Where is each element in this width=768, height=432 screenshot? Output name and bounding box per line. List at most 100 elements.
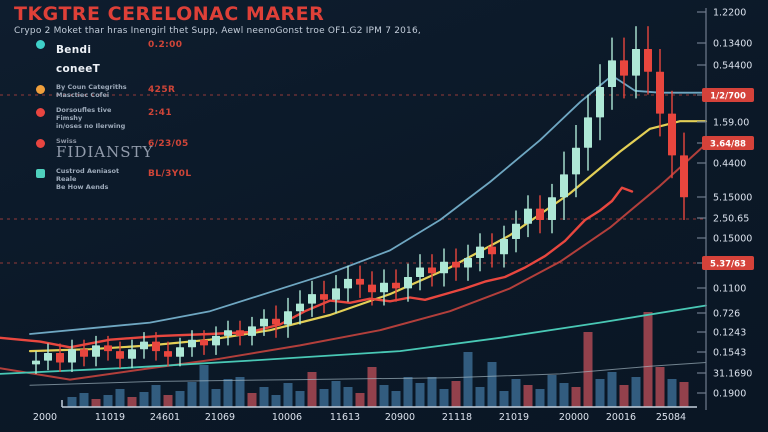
volume-bar — [403, 377, 413, 407]
x-tick-label: 10006 — [272, 412, 302, 423]
volume-bar — [667, 379, 677, 407]
candle — [224, 330, 232, 336]
volume-bar — [295, 391, 305, 407]
svg-text:3.64/88: 3.64/88 — [710, 140, 746, 150]
axis-tick-label: 5.15000 — [713, 193, 752, 204]
candle — [296, 303, 304, 312]
teal-square-icon — [36, 169, 45, 178]
x-tick-label: 24601 — [150, 412, 180, 423]
legend-item[interactable]: Dorsoufles tive Fimshy in/oses no Ilerwi… — [36, 106, 256, 130]
price-badge — [702, 88, 754, 102]
candle — [332, 288, 340, 300]
legend-sublabel: Masctiec Cofei — [56, 91, 110, 99]
candle — [416, 267, 424, 277]
x-tick-label: 25084 — [656, 412, 686, 423]
page-title: TKGTRE CERELONAC MARER — [14, 3, 325, 25]
volume-bar — [259, 387, 269, 407]
axis-tick-label: 1.2200 — [713, 8, 746, 19]
volume-bar — [595, 379, 605, 407]
candle — [152, 341, 160, 352]
volume-bar — [571, 387, 581, 407]
candle — [176, 347, 184, 357]
candle — [164, 351, 172, 357]
watermark-text: FIDIANSTY — [56, 143, 154, 161]
candle — [608, 60, 616, 87]
volume-bar — [631, 377, 641, 407]
volume-bar — [247, 393, 257, 407]
candle — [284, 311, 292, 325]
legend-item[interactable]: Bendi coneeT 0.2:00 — [36, 38, 256, 76]
candle — [308, 294, 316, 304]
x-tick-label: 11019 — [95, 412, 125, 423]
volume-bar — [91, 399, 101, 407]
ma-fast-blue — [29, 74, 707, 335]
x-tick-label: 2000 — [33, 412, 57, 423]
volume-bar — [643, 312, 653, 407]
volume-bar — [139, 392, 149, 407]
volume-bar — [379, 385, 389, 407]
svg-text:1/2/700: 1/2/700 — [710, 92, 746, 102]
volume-bar — [271, 395, 281, 407]
teal-dot-icon — [36, 40, 45, 49]
volume-bar — [391, 391, 401, 407]
candle — [344, 278, 352, 289]
candle — [188, 339, 196, 348]
volume-bar — [283, 383, 293, 407]
volume-bar — [679, 382, 689, 407]
legend-sublabel: Swiss — [56, 137, 77, 145]
axis-tick-label: 0.1900 — [713, 389, 746, 400]
volume-bar — [499, 391, 509, 407]
legend-value: 0.2:00 — [148, 40, 183, 50]
volume-bar — [151, 385, 161, 407]
axis-tick-label: 1.59.00 — [713, 118, 749, 129]
candle — [380, 282, 388, 293]
legend-value: BL/3Y0L — [148, 169, 192, 179]
candle — [632, 49, 640, 76]
candle — [476, 246, 484, 258]
legend-item[interactable]: Swiss FIDIANSTY 6/23/05 — [36, 137, 256, 160]
volume-bar — [79, 393, 89, 407]
candle — [260, 318, 268, 327]
x-tick-label: 20900 — [385, 412, 415, 423]
volume-bar — [355, 393, 365, 407]
candle — [584, 117, 592, 148]
candle — [140, 341, 148, 350]
candle — [404, 277, 412, 289]
volume-bar — [655, 367, 665, 407]
volume-bar — [211, 389, 221, 407]
candle — [236, 330, 244, 336]
volume-bar — [163, 395, 173, 407]
axis-tick-label: 0.726 — [713, 309, 740, 320]
volume-bar — [367, 367, 377, 407]
volume-bar — [67, 397, 77, 407]
volume-bar — [307, 372, 317, 407]
legend-value: 2:41 — [148, 108, 172, 118]
candle — [56, 353, 64, 363]
volume-bar — [235, 377, 245, 407]
volume-layer — [67, 312, 689, 407]
candle — [452, 261, 460, 268]
candle — [248, 326, 256, 336]
candle — [656, 71, 664, 114]
ma-lines — [0, 74, 708, 386]
price-badge — [702, 136, 754, 150]
page-subtitle: Crypo 2 Moket thar hras Inengirl thet Su… — [14, 26, 421, 36]
legend-label: Bendi coneeT — [56, 44, 101, 75]
volume-bar — [487, 362, 497, 407]
legend-item[interactable]: Custrod Aeniasot Reale Be How Aends BL/3… — [36, 167, 256, 191]
volume-bar — [415, 383, 425, 407]
volume-bar — [343, 387, 353, 407]
candle — [668, 113, 676, 156]
candle — [104, 345, 112, 352]
volume-bar — [115, 389, 125, 407]
axis-tick-label: 2.50.65 — [713, 214, 749, 225]
volume-bar — [511, 379, 521, 407]
volume-bar — [619, 385, 629, 407]
volume-bar — [187, 382, 197, 407]
legend-item[interactable]: By Coun Categriths Masctiec Cofei 425R — [36, 83, 256, 99]
candle — [116, 351, 124, 359]
axis-tick-label: 0.1100 — [713, 284, 746, 295]
candle — [368, 284, 376, 293]
volume-bar — [103, 395, 113, 407]
